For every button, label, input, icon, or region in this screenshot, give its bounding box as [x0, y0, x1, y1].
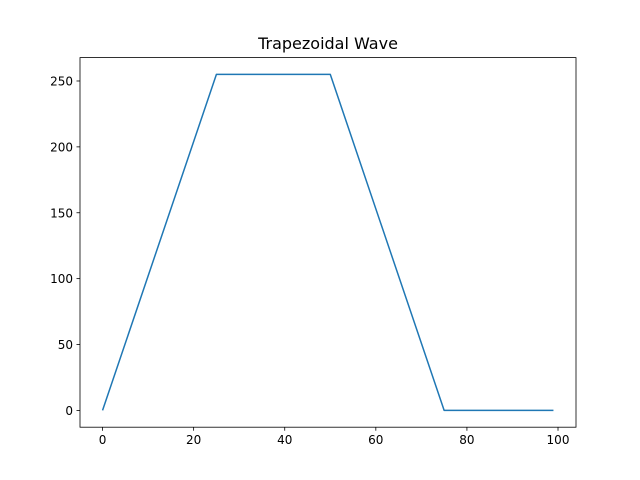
y-tick-label: 150 [50, 206, 73, 220]
x-tick-label: 80 [459, 433, 474, 447]
y-axis-ticks: 0 50 100 150 200 250 [50, 74, 80, 418]
chart-title: Trapezoidal Wave [257, 34, 398, 53]
y-tick-label: 200 [50, 140, 73, 154]
x-tick-label: 20 [186, 433, 201, 447]
x-axis-ticks: 0 20 40 60 80 100 [99, 427, 570, 447]
x-tick-label: 60 [368, 433, 383, 447]
y-tick-label: 50 [58, 338, 73, 352]
plot-area [80, 57, 576, 428]
y-tick-label: 250 [50, 74, 73, 88]
x-tick-label: 0 [99, 433, 107, 447]
plot-frame [79, 57, 577, 428]
series-layer [101, 73, 554, 412]
series-line-0 [101, 73, 554, 412]
x-tick-label: 100 [547, 433, 570, 447]
y-tick-label: 0 [65, 404, 73, 418]
x-tick-label: 40 [277, 433, 292, 447]
y-tick-label: 100 [50, 272, 73, 286]
